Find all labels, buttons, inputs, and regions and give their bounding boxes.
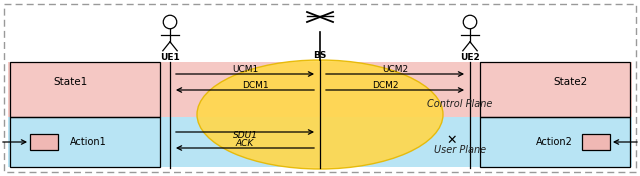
Ellipse shape bbox=[197, 60, 443, 169]
Bar bbox=[582, 134, 610, 150]
Text: UE2: UE2 bbox=[460, 54, 480, 62]
Text: Action1: Action1 bbox=[70, 137, 106, 147]
Circle shape bbox=[463, 15, 477, 29]
Text: SDU1: SDU1 bbox=[232, 131, 257, 140]
Text: DCM1: DCM1 bbox=[242, 81, 268, 90]
Bar bbox=[480, 62, 630, 117]
Bar bbox=[10, 62, 160, 117]
Text: BS: BS bbox=[314, 51, 326, 59]
Text: UCM1: UCM1 bbox=[232, 65, 258, 74]
Text: ACK: ACK bbox=[236, 140, 254, 149]
Text: ✕: ✕ bbox=[447, 134, 457, 146]
Circle shape bbox=[163, 15, 177, 29]
Text: Control Plane: Control Plane bbox=[428, 99, 493, 109]
Bar bbox=[8, 62, 632, 117]
Text: DCM2: DCM2 bbox=[372, 81, 398, 90]
Text: UCM2: UCM2 bbox=[382, 65, 408, 74]
Bar bbox=[480, 117, 630, 167]
Text: State1: State1 bbox=[53, 77, 87, 87]
Bar bbox=[30, 134, 58, 150]
Text: Action2: Action2 bbox=[536, 137, 572, 147]
Text: State2: State2 bbox=[553, 77, 587, 87]
Bar bbox=[8, 117, 632, 167]
Text: UE1: UE1 bbox=[160, 54, 180, 62]
Text: User Plane: User Plane bbox=[434, 145, 486, 155]
Bar bbox=[10, 117, 160, 167]
